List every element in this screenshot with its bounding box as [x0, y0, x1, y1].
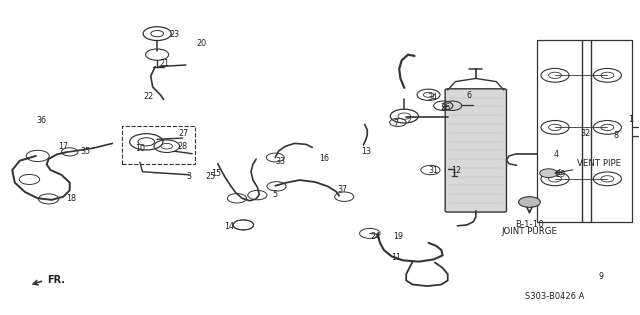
- Text: 22: 22: [144, 92, 154, 101]
- Text: 13: 13: [361, 147, 371, 156]
- Text: FR.: FR.: [47, 275, 65, 285]
- Text: 18: 18: [66, 194, 76, 203]
- Text: 11: 11: [392, 253, 402, 262]
- Text: 37: 37: [337, 185, 348, 194]
- Text: 5: 5: [273, 190, 278, 199]
- Text: 28: 28: [177, 142, 187, 151]
- Text: 2: 2: [407, 116, 412, 125]
- Text: 1: 1: [628, 115, 634, 124]
- Text: 35: 35: [81, 147, 91, 156]
- Text: 14: 14: [224, 222, 234, 231]
- Text: 24: 24: [371, 232, 381, 241]
- Circle shape: [540, 169, 557, 178]
- Circle shape: [518, 197, 540, 207]
- Text: VENT PIPE: VENT PIPE: [577, 158, 621, 168]
- Text: 25: 25: [205, 171, 215, 180]
- Text: 31: 31: [428, 166, 438, 175]
- Text: 20: 20: [196, 39, 207, 48]
- Text: 12: 12: [452, 166, 461, 175]
- Text: 17: 17: [58, 142, 68, 151]
- Text: 23: 23: [170, 30, 179, 39]
- Text: 15: 15: [211, 169, 221, 178]
- Text: 26: 26: [440, 103, 450, 112]
- Text: 6: 6: [467, 91, 471, 100]
- Text: 27: 27: [179, 129, 189, 139]
- Text: S303-B0426 A: S303-B0426 A: [525, 292, 585, 301]
- Text: 19: 19: [394, 232, 404, 241]
- Text: 8: 8: [613, 131, 618, 140]
- Text: 36: 36: [36, 116, 46, 125]
- Text: 7: 7: [394, 118, 399, 128]
- Text: JOINT PURGE: JOINT PURGE: [502, 227, 557, 236]
- Text: 3: 3: [187, 172, 191, 181]
- Text: 4: 4: [554, 150, 559, 159]
- Text: 32: 32: [580, 129, 591, 138]
- FancyBboxPatch shape: [445, 89, 506, 212]
- Text: 29: 29: [555, 169, 565, 179]
- Text: 33: 33: [275, 157, 285, 166]
- Text: 34: 34: [428, 94, 437, 102]
- Bar: [537, 40, 632, 222]
- Text: 9: 9: [598, 272, 604, 281]
- Bar: [122, 126, 195, 164]
- Text: 10: 10: [135, 144, 145, 152]
- Text: 21: 21: [160, 59, 170, 68]
- Text: 16: 16: [319, 154, 330, 163]
- Text: B-1-10: B-1-10: [515, 220, 544, 229]
